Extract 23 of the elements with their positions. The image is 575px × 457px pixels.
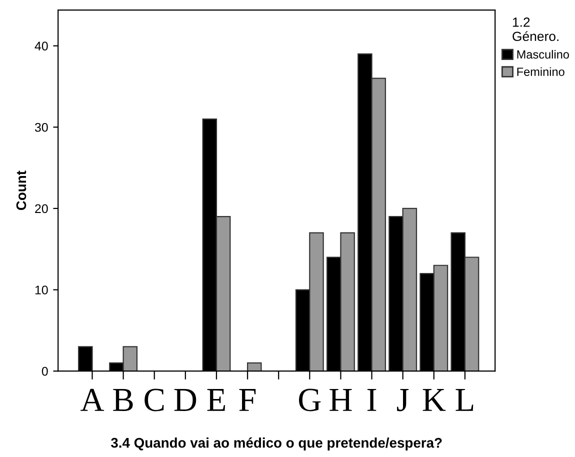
legend-label: Feminino (517, 67, 564, 76)
x-tick-label: B (113, 389, 133, 411)
x-tick-label: K (422, 389, 446, 411)
legend-label: Masculino (517, 50, 569, 59)
x-tick-label: A (80, 388, 104, 411)
legend-title: 1.2 Género. (512, 17, 558, 42)
y-tick-label: 20 (35, 204, 48, 214)
x-axis-title: 3.4 Quando vai ao médico o que pretende/espera? (110, 437, 442, 450)
x-tick-label: J (397, 389, 409, 412)
bar (246, 362, 262, 372)
y-axis-title: Count (16, 170, 26, 210)
x-tick-label: F (239, 389, 256, 411)
x-tick-label: G (298, 388, 321, 412)
y-tick-label: 40 (34, 42, 48, 50)
x-tick-label: C (144, 388, 164, 412)
y-tick-label: 10 (35, 286, 48, 294)
x-tick-label: H (330, 389, 352, 411)
x-tick-label: L (456, 389, 474, 411)
y-tick-label: 0 (42, 366, 48, 376)
y-tick-label: 30 (34, 122, 48, 132)
x-tick-label: E (207, 389, 225, 411)
x-tick-label: D (174, 389, 196, 411)
x-tick-label: I (367, 389, 376, 411)
